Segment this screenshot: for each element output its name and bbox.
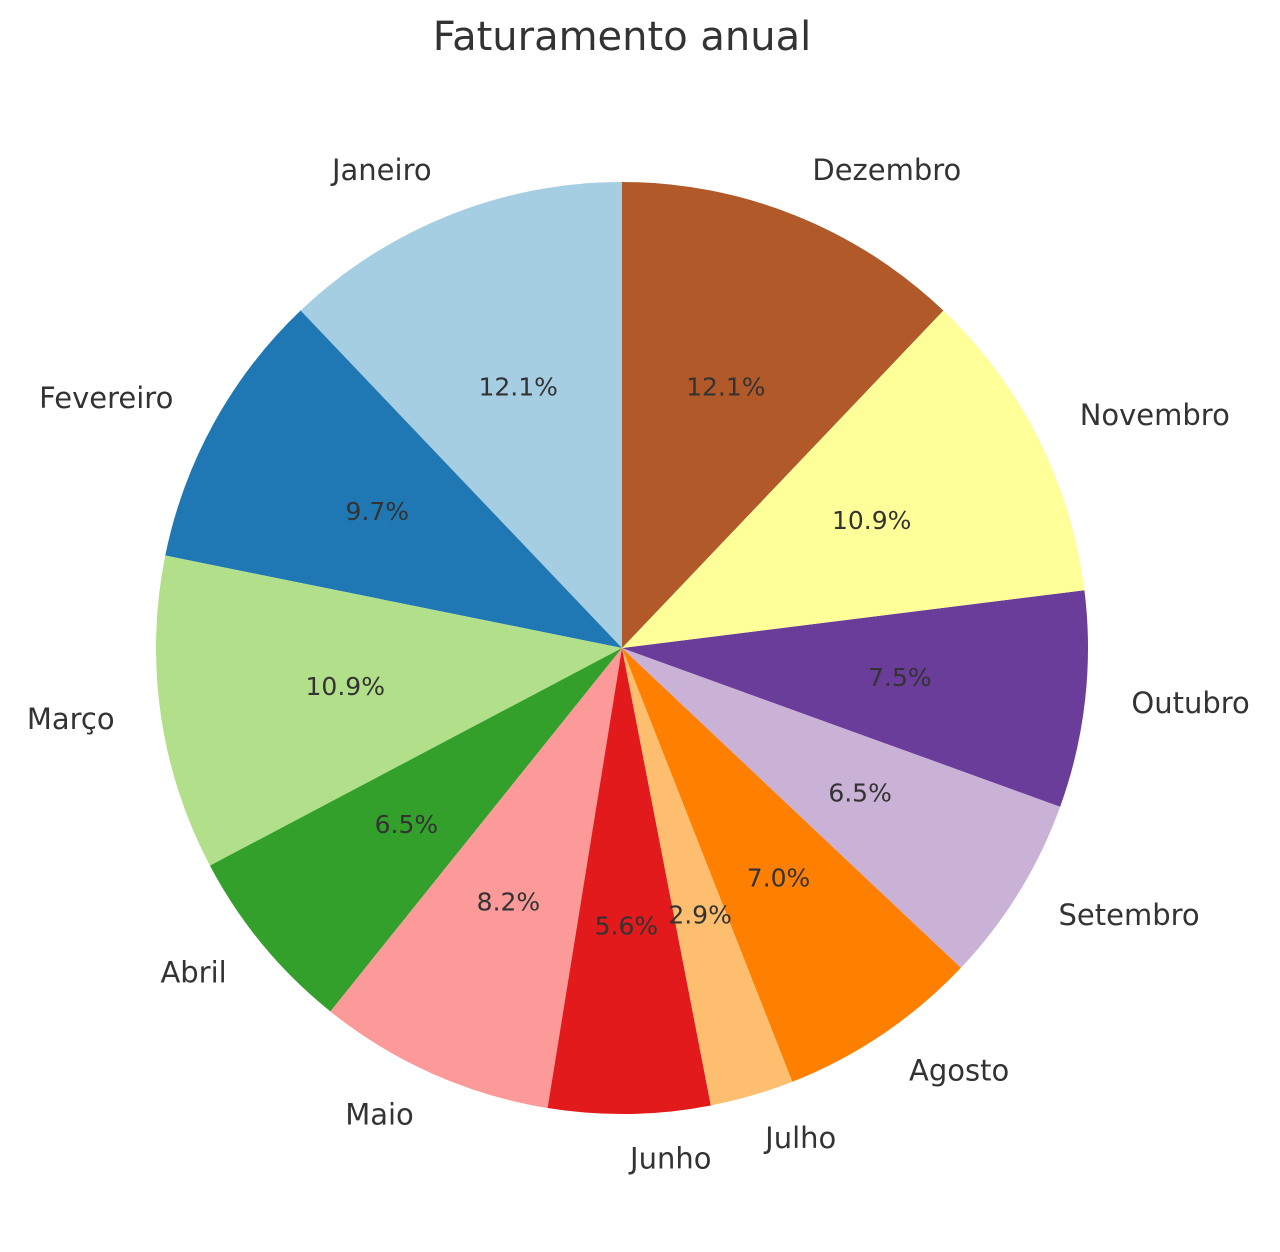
percentage-label-setembro: 6.5%	[828, 779, 892, 808]
percentage-label-novembro: 10.9%	[832, 506, 911, 535]
category-label-setembro: Setembro	[1058, 898, 1199, 932]
percentage-label-janeiro: 12.1%	[478, 372, 557, 401]
category-label-agosto: Agosto	[909, 1054, 1009, 1088]
pie-slice-julho	[622, 648, 793, 1106]
percentage-label-maio: 8.2%	[477, 887, 541, 916]
category-label-fevereiro: Fevereiro	[39, 381, 173, 415]
pie-slice-marco	[156, 555, 622, 866]
chart-title: Faturamento anual	[433, 14, 811, 60]
pie-slice-novembro	[622, 310, 1085, 648]
category-labels: Janeiro Fevereiro Março Abril Maio Junho Julho…	[27, 153, 1250, 1175]
category-label-dezembro: Dezembro	[812, 153, 961, 187]
pie-slice-dezembro	[622, 182, 944, 648]
percentage-label-fevereiro: 9.7%	[346, 497, 410, 526]
pie-slice-maio	[330, 648, 622, 1109]
pie-slice-junho	[547, 648, 711, 1115]
pie-slice-abril	[209, 648, 622, 1012]
percentage-labels: 12.1% 9.7% 10.9% 6.5% 8.2% 5.6% 2.9% 7.0% 6.5% 7.…	[306, 372, 932, 940]
category-label-junho: Junho	[628, 1142, 711, 1176]
pie-slice-setembro	[622, 648, 1061, 968]
percentage-label-outubro: 7.5%	[868, 663, 932, 692]
category-label-maio: Maio	[345, 1097, 414, 1131]
pie-slice-outubro	[622, 590, 1088, 807]
category-label-janeiro: Janeiro	[330, 153, 432, 187]
percentage-label-abril: 6.5%	[375, 810, 439, 839]
category-label-outubro: Outubro	[1131, 686, 1249, 720]
category-label-marco: Março	[27, 702, 115, 736]
pie-slice-janeiro	[300, 182, 622, 648]
percentage-label-marco: 10.9%	[306, 672, 385, 701]
category-label-abril: Abril	[160, 955, 226, 989]
percentage-label-julho: 2.9%	[668, 900, 732, 929]
category-label-novembro: Novembro	[1080, 398, 1230, 432]
category-label-julho: Julho	[763, 1121, 836, 1155]
percentage-label-agosto: 7.0%	[747, 864, 811, 893]
pie-slice-agosto	[622, 648, 961, 1082]
pie-slices	[156, 182, 1088, 1115]
percentage-label-junho: 5.6%	[595, 912, 659, 941]
percentage-label-dezembro: 12.1%	[686, 372, 765, 401]
pie-slice-fevereiro	[165, 310, 622, 648]
